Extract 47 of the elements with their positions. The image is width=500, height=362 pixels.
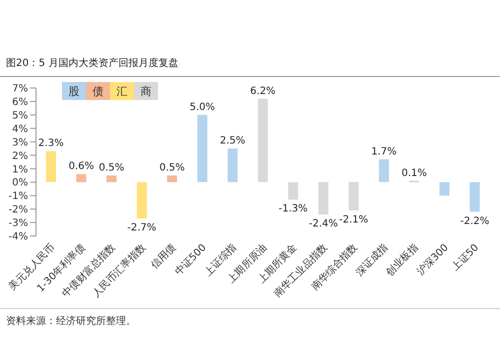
data-label: 2.3% [38,138,64,150]
data-label: 0.5% [159,162,185,174]
y-tick-label: -2% [8,204,28,216]
bar [318,182,328,214]
y-tick-label: -1% [8,191,28,202]
data-label: 0.5% [98,162,124,174]
data-label: -2.4% [308,218,338,230]
x-tick-label: 上证50 [449,242,481,274]
bar [378,159,389,182]
data-label: -2.2% [460,216,490,227]
y-tick-label: -3% [8,218,28,230]
y-tick-label: 2% [12,150,28,162]
y-tick-label: 3% [12,137,28,148]
text: 汇 [110,82,134,100]
data-label: -1.3% [278,204,308,215]
text: 债 [86,82,110,100]
data-label: 0.6% [68,161,94,172]
bar [46,151,56,182]
bar [76,174,86,182]
y-tick-label: 7% [12,84,28,95]
bar [228,148,238,182]
text: 商 [134,82,158,100]
chart-title: 图20：5 月国内大类资产回报月度复盘 [6,56,178,70]
bar [167,175,178,182]
bar [106,175,117,182]
bar [439,182,450,196]
data-label: -2.1% [339,214,368,226]
data-label: 5.0% [190,102,216,113]
bar [136,182,147,219]
y-tick-label: 6% [12,97,28,108]
bar [348,182,359,210]
y-tick-label: 0% [12,178,28,189]
data-label: 2.5% [220,136,246,147]
y-tick-label: 1% [12,164,28,176]
bar [288,182,298,200]
bar [197,114,208,182]
bar [470,182,480,212]
data-label: -2.7% [127,222,156,234]
data-label: 1.7% [371,146,397,158]
text: 资料来源：经济研究所整理。 [6,314,136,328]
y-tick-label: 5% [12,110,28,122]
data-label: 6.2% [250,86,276,97]
bar [258,98,268,182]
y-tick-label: 4% [12,124,28,135]
y-tick-label: -4% [8,232,28,243]
data-label: 0.1% [401,168,427,179]
text: 股 [62,82,86,100]
